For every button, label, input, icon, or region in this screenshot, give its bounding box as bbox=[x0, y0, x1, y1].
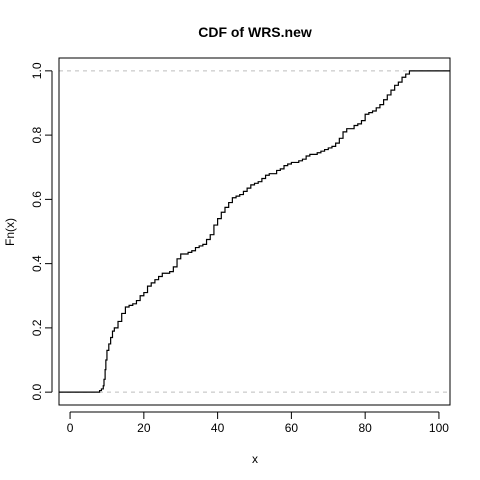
x-axis-label: x bbox=[252, 452, 258, 466]
y-tick-label: 0.8 bbox=[30, 126, 44, 143]
cdf-series-line bbox=[59, 70, 450, 393]
y-axis: 0.0 0.2 0.4 0.6 0.8 1.0 bbox=[30, 62, 53, 400]
reference-lines bbox=[59, 70, 450, 393]
y-tick-label: 0.0 bbox=[30, 383, 44, 400]
y-axis-label: Fn(x) bbox=[3, 218, 17, 246]
y-tick-label: 0.6 bbox=[30, 191, 44, 208]
y-tick-label: 0.4 bbox=[30, 255, 44, 272]
plot-frame bbox=[58, 57, 451, 406]
x-tick-label: 60 bbox=[285, 421, 299, 435]
x-tick-label: 0 bbox=[67, 421, 74, 435]
x-tick-label: 100 bbox=[429, 421, 449, 435]
x-tick-label: 20 bbox=[137, 421, 151, 435]
y-tick-label: 0.2 bbox=[30, 319, 44, 336]
chart-title: CDF of WRS.new bbox=[198, 24, 312, 40]
x-tick-label: 40 bbox=[211, 421, 225, 435]
x-tick-label: 80 bbox=[358, 421, 372, 435]
x-axis: 0 20 40 60 80 100 bbox=[67, 411, 449, 435]
y-tick-label: 1.0 bbox=[30, 62, 44, 79]
